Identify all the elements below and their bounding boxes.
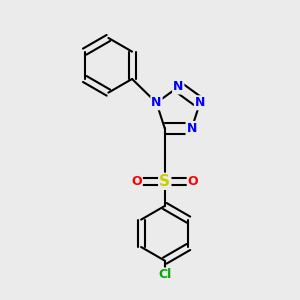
- Text: N: N: [151, 96, 162, 109]
- Text: O: O: [131, 175, 142, 188]
- Text: N: N: [187, 122, 197, 135]
- Text: N: N: [195, 96, 205, 109]
- Text: Cl: Cl: [158, 268, 171, 281]
- Text: O: O: [188, 175, 198, 188]
- Text: N: N: [173, 80, 183, 94]
- Text: S: S: [159, 174, 170, 189]
